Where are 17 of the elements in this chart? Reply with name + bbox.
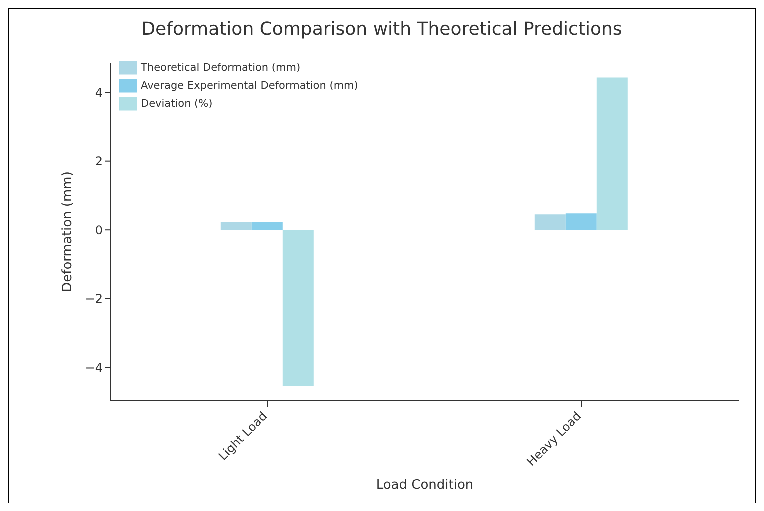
bar (566, 214, 597, 230)
x-axis-title: Load Condition (376, 478, 474, 493)
bar (534, 214, 566, 230)
bar (596, 78, 628, 230)
y-tick-label: −4 (85, 360, 103, 375)
y-tick-label: −2 (85, 292, 103, 306)
bar (252, 222, 283, 230)
y-tick-label: 4 (95, 86, 103, 100)
bar (282, 230, 314, 387)
y-tick-label: 0 (95, 223, 103, 238)
legend-label: Average Experimental Deformation (mm) (141, 80, 358, 92)
y-tick-label: 2 (95, 154, 103, 169)
bar (220, 222, 252, 230)
chart-title: Deformation Comparison with Theoretical Predictions (140, 18, 624, 42)
y-axis-title: Deformation (mm) (60, 172, 76, 292)
legend-label: Deviation (%) (141, 98, 213, 110)
legend-label: Theoretical Deformation (mm) (141, 62, 301, 74)
